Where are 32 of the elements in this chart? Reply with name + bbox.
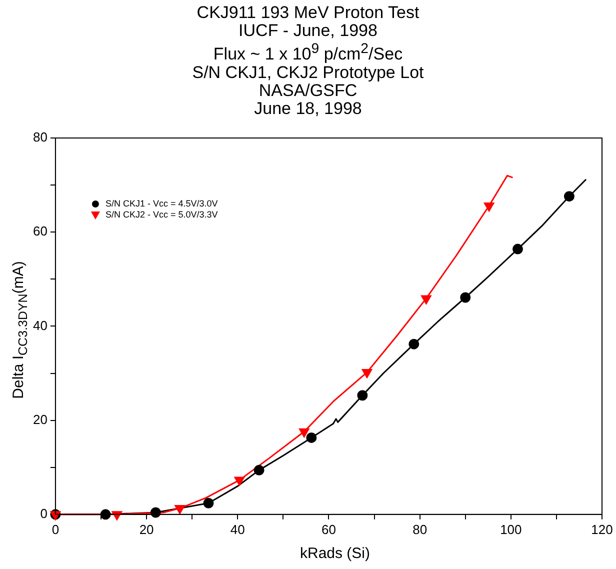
legend-label: S/N CKJ2 - Vcc = 5.0V/3.3V (105, 209, 218, 220)
point (254, 464, 264, 476)
x-tick-label: 60 (321, 522, 336, 537)
x-tick-label: 100 (500, 522, 522, 537)
x-tick-label: 40 (230, 522, 245, 537)
x-tick-label: 20 (139, 522, 154, 537)
point (306, 432, 317, 443)
y-tick-label: 80 (32, 130, 48, 145)
y-tick-label: 40 (32, 318, 48, 333)
point (421, 295, 432, 304)
point (484, 202, 494, 212)
point (174, 505, 185, 514)
point (234, 476, 245, 486)
legend-label: S/N CKJ1 - Vcc = 4.5V/3.0V (105, 198, 218, 208)
x-tick-label: 0 (52, 522, 60, 537)
point (100, 509, 111, 520)
y-tick-label: 0 (40, 506, 48, 521)
point (112, 511, 122, 520)
x-tick-label: 120 (591, 522, 613, 537)
point (512, 244, 523, 254)
x-axis-title: kRads (Si) (298, 545, 371, 562)
point (357, 390, 368, 401)
chart-title: CKJ911 193 MeV Proton Test IUCF - June, 1998 Flux ~ 1 x 10$^{9}$ p/cm$^{2}$/Sec S/N CKJ1, CKJ2 Prototype Lot NASA/GSFC June 18, 1998 (192, 3, 424, 118)
point (408, 338, 420, 350)
point (299, 428, 310, 438)
x-tick-label: 80 (412, 522, 428, 537)
point (203, 498, 214, 508)
point (362, 369, 372, 378)
y-tick-label: 60 (32, 224, 48, 239)
point (564, 191, 574, 202)
y-tick-label: 20 (32, 412, 48, 427)
point (460, 292, 471, 303)
